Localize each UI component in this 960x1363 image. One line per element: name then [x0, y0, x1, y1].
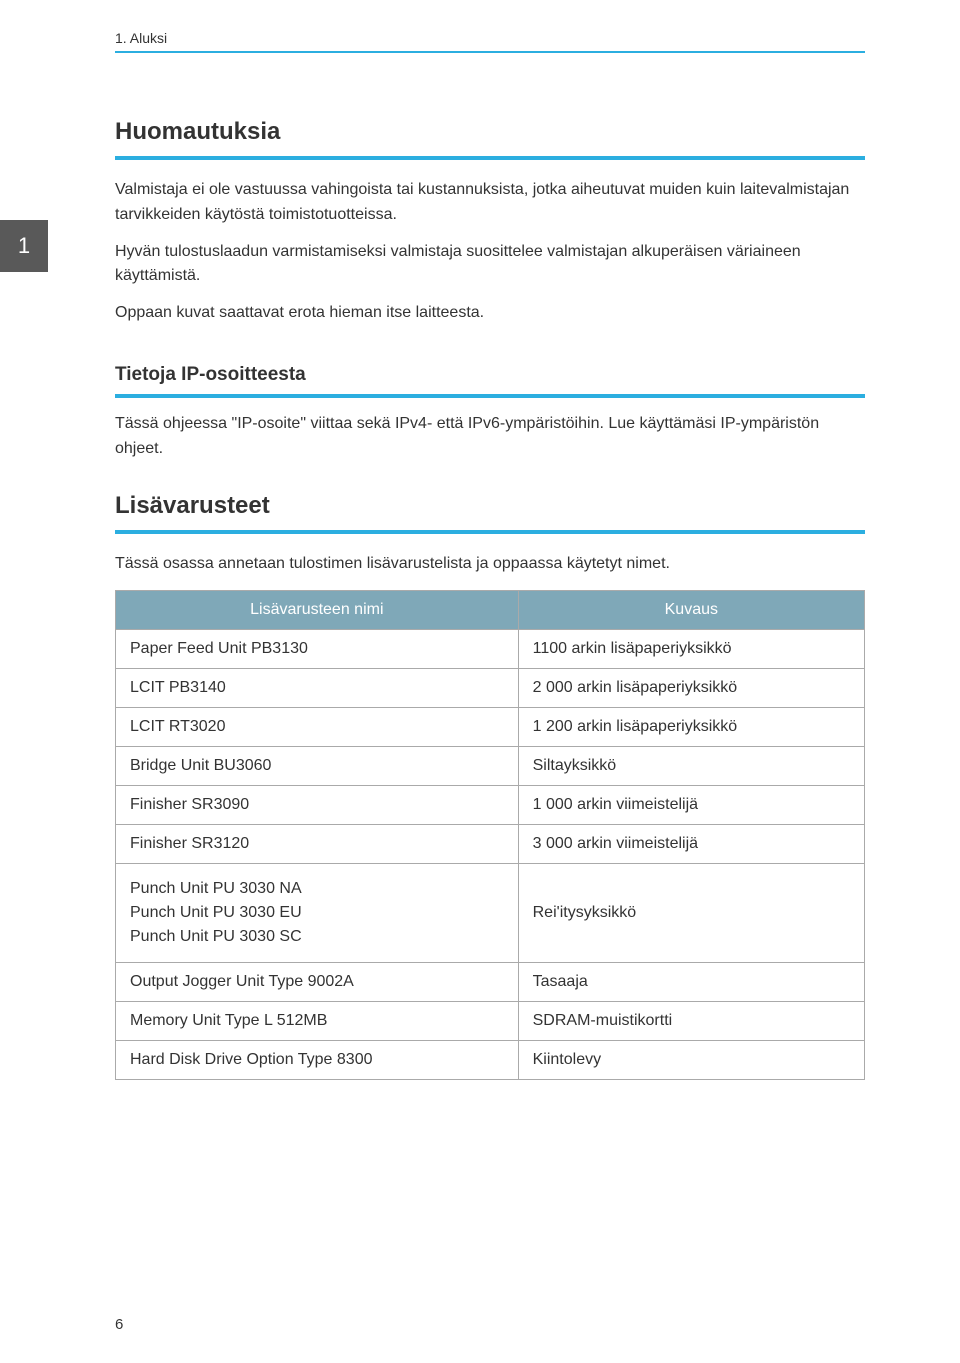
table-row: LCIT RT30201 200 arkin lisäpaperiyksikkö [116, 708, 865, 747]
cell: Tasaaja [518, 963, 864, 1002]
cell: Rei'itysyksikkö [518, 864, 864, 963]
table-row: Memory Unit Type L 512MBSDRAM-muistikort… [116, 1002, 865, 1041]
paragraph: Tässä ohjeessa "IP-osoite" viittaa sekä … [115, 412, 865, 462]
page-header-breadcrumb: 1. Aluksi [115, 30, 865, 46]
table-header-desc: Kuvaus [518, 591, 864, 630]
table-row: Bridge Unit BU3060Siltayksikkö [116, 747, 865, 786]
cell: Bridge Unit BU3060 [116, 747, 519, 786]
cell-line: Punch Unit PU 3030 SC [130, 928, 504, 946]
cell-line: Punch Unit PU 3030 EU [130, 904, 504, 922]
cell: 1100 arkin lisäpaperiyksikkö [518, 630, 864, 669]
section-title-huomautuksia: Huomautuksia [115, 118, 865, 146]
paragraph: Tässä osassa annetaan tulostimen lisävar… [115, 552, 865, 577]
accessories-table: Lisävarusteen nimi Kuvaus Paper Feed Uni… [115, 590, 865, 1080]
cell: LCIT RT3020 [116, 708, 519, 747]
cell: Memory Unit Type L 512MB [116, 1002, 519, 1041]
page-content: Huomautuksia Valmistaja ei ole vastuussa… [115, 118, 865, 1080]
paragraph: Hyvän tulostuslaadun varmistamiseksi val… [115, 240, 865, 290]
table-header-name: Lisävarusteen nimi [116, 591, 519, 630]
table-row: Output Jogger Unit Type 9002ATasaaja [116, 963, 865, 1002]
header-divider [115, 51, 865, 53]
cell-line: Punch Unit PU 3030 NA [130, 880, 504, 898]
section-title-ip: Tietoja IP-osoitteesta [115, 364, 865, 386]
cell: 3 000 arkin viimeistelijä [518, 825, 864, 864]
title-rule [115, 394, 865, 398]
table-row: Punch Unit PU 3030 NA Punch Unit PU 3030… [116, 864, 865, 963]
document-page: 1. Aluksi 1 Huomautuksia Valmistaja ei o… [0, 0, 960, 1363]
cell: 2 000 arkin lisäpaperiyksikkö [518, 669, 864, 708]
cell-multi: Punch Unit PU 3030 NA Punch Unit PU 3030… [116, 864, 519, 963]
table-row: Finisher SR30901 000 arkin viimeistelijä [116, 786, 865, 825]
cell: SDRAM-muistikortti [518, 1002, 864, 1041]
title-rule [115, 530, 865, 534]
paragraph: Oppaan kuvat saattavat erota hieman itse… [115, 301, 865, 326]
table-row: LCIT PB31402 000 arkin lisäpaperiyksikkö [116, 669, 865, 708]
cell: 1 000 arkin viimeistelijä [518, 786, 864, 825]
cell: Hard Disk Drive Option Type 8300 [116, 1041, 519, 1080]
cell: 1 200 arkin lisäpaperiyksikkö [518, 708, 864, 747]
section-title-accessories: Lisävarusteet [115, 492, 865, 520]
title-rule [115, 156, 865, 160]
cell: LCIT PB3140 [116, 669, 519, 708]
cell: Finisher SR3120 [116, 825, 519, 864]
table-row: Finisher SR31203 000 arkin viimeistelijä [116, 825, 865, 864]
accessories-table-wrap: Lisävarusteen nimi Kuvaus Paper Feed Uni… [115, 590, 865, 1080]
table-row: Hard Disk Drive Option Type 8300Kiintole… [116, 1041, 865, 1080]
cell: Paper Feed Unit PB3130 [116, 630, 519, 669]
cell: Siltayksikkö [518, 747, 864, 786]
table-row: Paper Feed Unit PB31301100 arkin lisäpap… [116, 630, 865, 669]
cell: Kiintolevy [518, 1041, 864, 1080]
page-number: 6 [115, 1316, 123, 1333]
paragraph: Valmistaja ei ole vastuussa vahingoista … [115, 178, 865, 228]
chapter-tab: 1 [0, 220, 48, 272]
cell: Finisher SR3090 [116, 786, 519, 825]
cell: Output Jogger Unit Type 9002A [116, 963, 519, 1002]
